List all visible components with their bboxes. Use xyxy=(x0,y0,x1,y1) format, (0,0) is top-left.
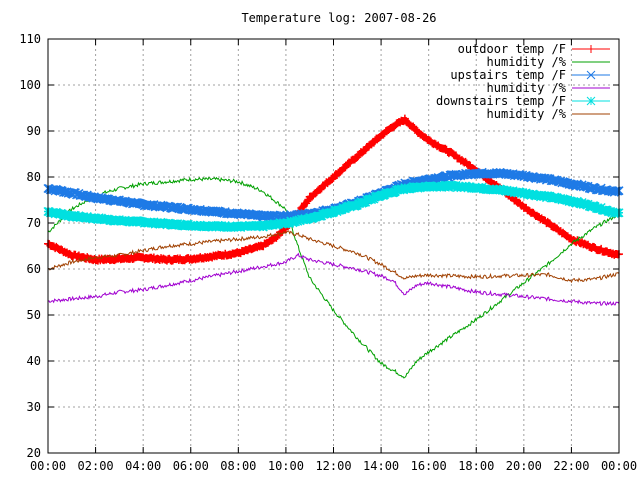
y-tick-label: 30 xyxy=(27,400,41,414)
series-line xyxy=(47,252,620,306)
legend-marker xyxy=(586,70,596,80)
series-3 xyxy=(47,252,620,306)
x-tick-label: 02:00 xyxy=(78,459,114,473)
series-line xyxy=(47,176,620,379)
series-5 xyxy=(47,230,620,284)
x-tick-label: 00:00 xyxy=(601,459,637,473)
x-tick-label: 06:00 xyxy=(173,459,209,473)
y-tick-label: 50 xyxy=(27,308,41,322)
x-tick-label: 22:00 xyxy=(553,459,589,473)
y-tick-label: 110 xyxy=(19,32,41,46)
y-tick-label: 90 xyxy=(27,124,41,138)
legend-label: outdoor temp /F xyxy=(458,42,566,56)
x-tick-label: 12:00 xyxy=(315,459,351,473)
y-tick-label: 70 xyxy=(27,216,41,230)
y-tick-label: 80 xyxy=(27,170,41,184)
y-tick-label: 40 xyxy=(27,354,41,368)
legend-label: humidity /% xyxy=(487,55,567,69)
y-tick-label: 100 xyxy=(19,78,41,92)
grid xyxy=(48,39,619,453)
axes: 20 30 40 50 60 70 80 90 100 110 00:00 02:00 04:00 06:… xyxy=(19,32,637,473)
legend-marker xyxy=(587,45,595,53)
y-tick-label: 20 xyxy=(27,446,41,460)
series-line xyxy=(47,230,620,284)
y-tick-label: 60 xyxy=(27,262,41,276)
legend-marker xyxy=(586,96,596,106)
legend-label: upstairs temp /F xyxy=(450,68,566,82)
chart-title: Temperature log: 2007-08-26 xyxy=(241,11,436,25)
x-tick-label: 16:00 xyxy=(411,459,447,473)
legend-label: humidity /% xyxy=(487,107,567,121)
x-tick-label: 10:00 xyxy=(268,459,304,473)
x-tick-label: 08:00 xyxy=(220,459,256,473)
x-tick-label: 18:00 xyxy=(458,459,494,473)
x-tick-label: 04:00 xyxy=(125,459,161,473)
x-tick-label: 00:00 xyxy=(30,459,66,473)
x-tick-label: 14:00 xyxy=(363,459,399,473)
legend-label: downstairs temp /F xyxy=(436,94,566,108)
series-1 xyxy=(47,176,620,379)
legend-label: humidity /% xyxy=(487,81,567,95)
x-tick-label: 20:00 xyxy=(506,459,542,473)
